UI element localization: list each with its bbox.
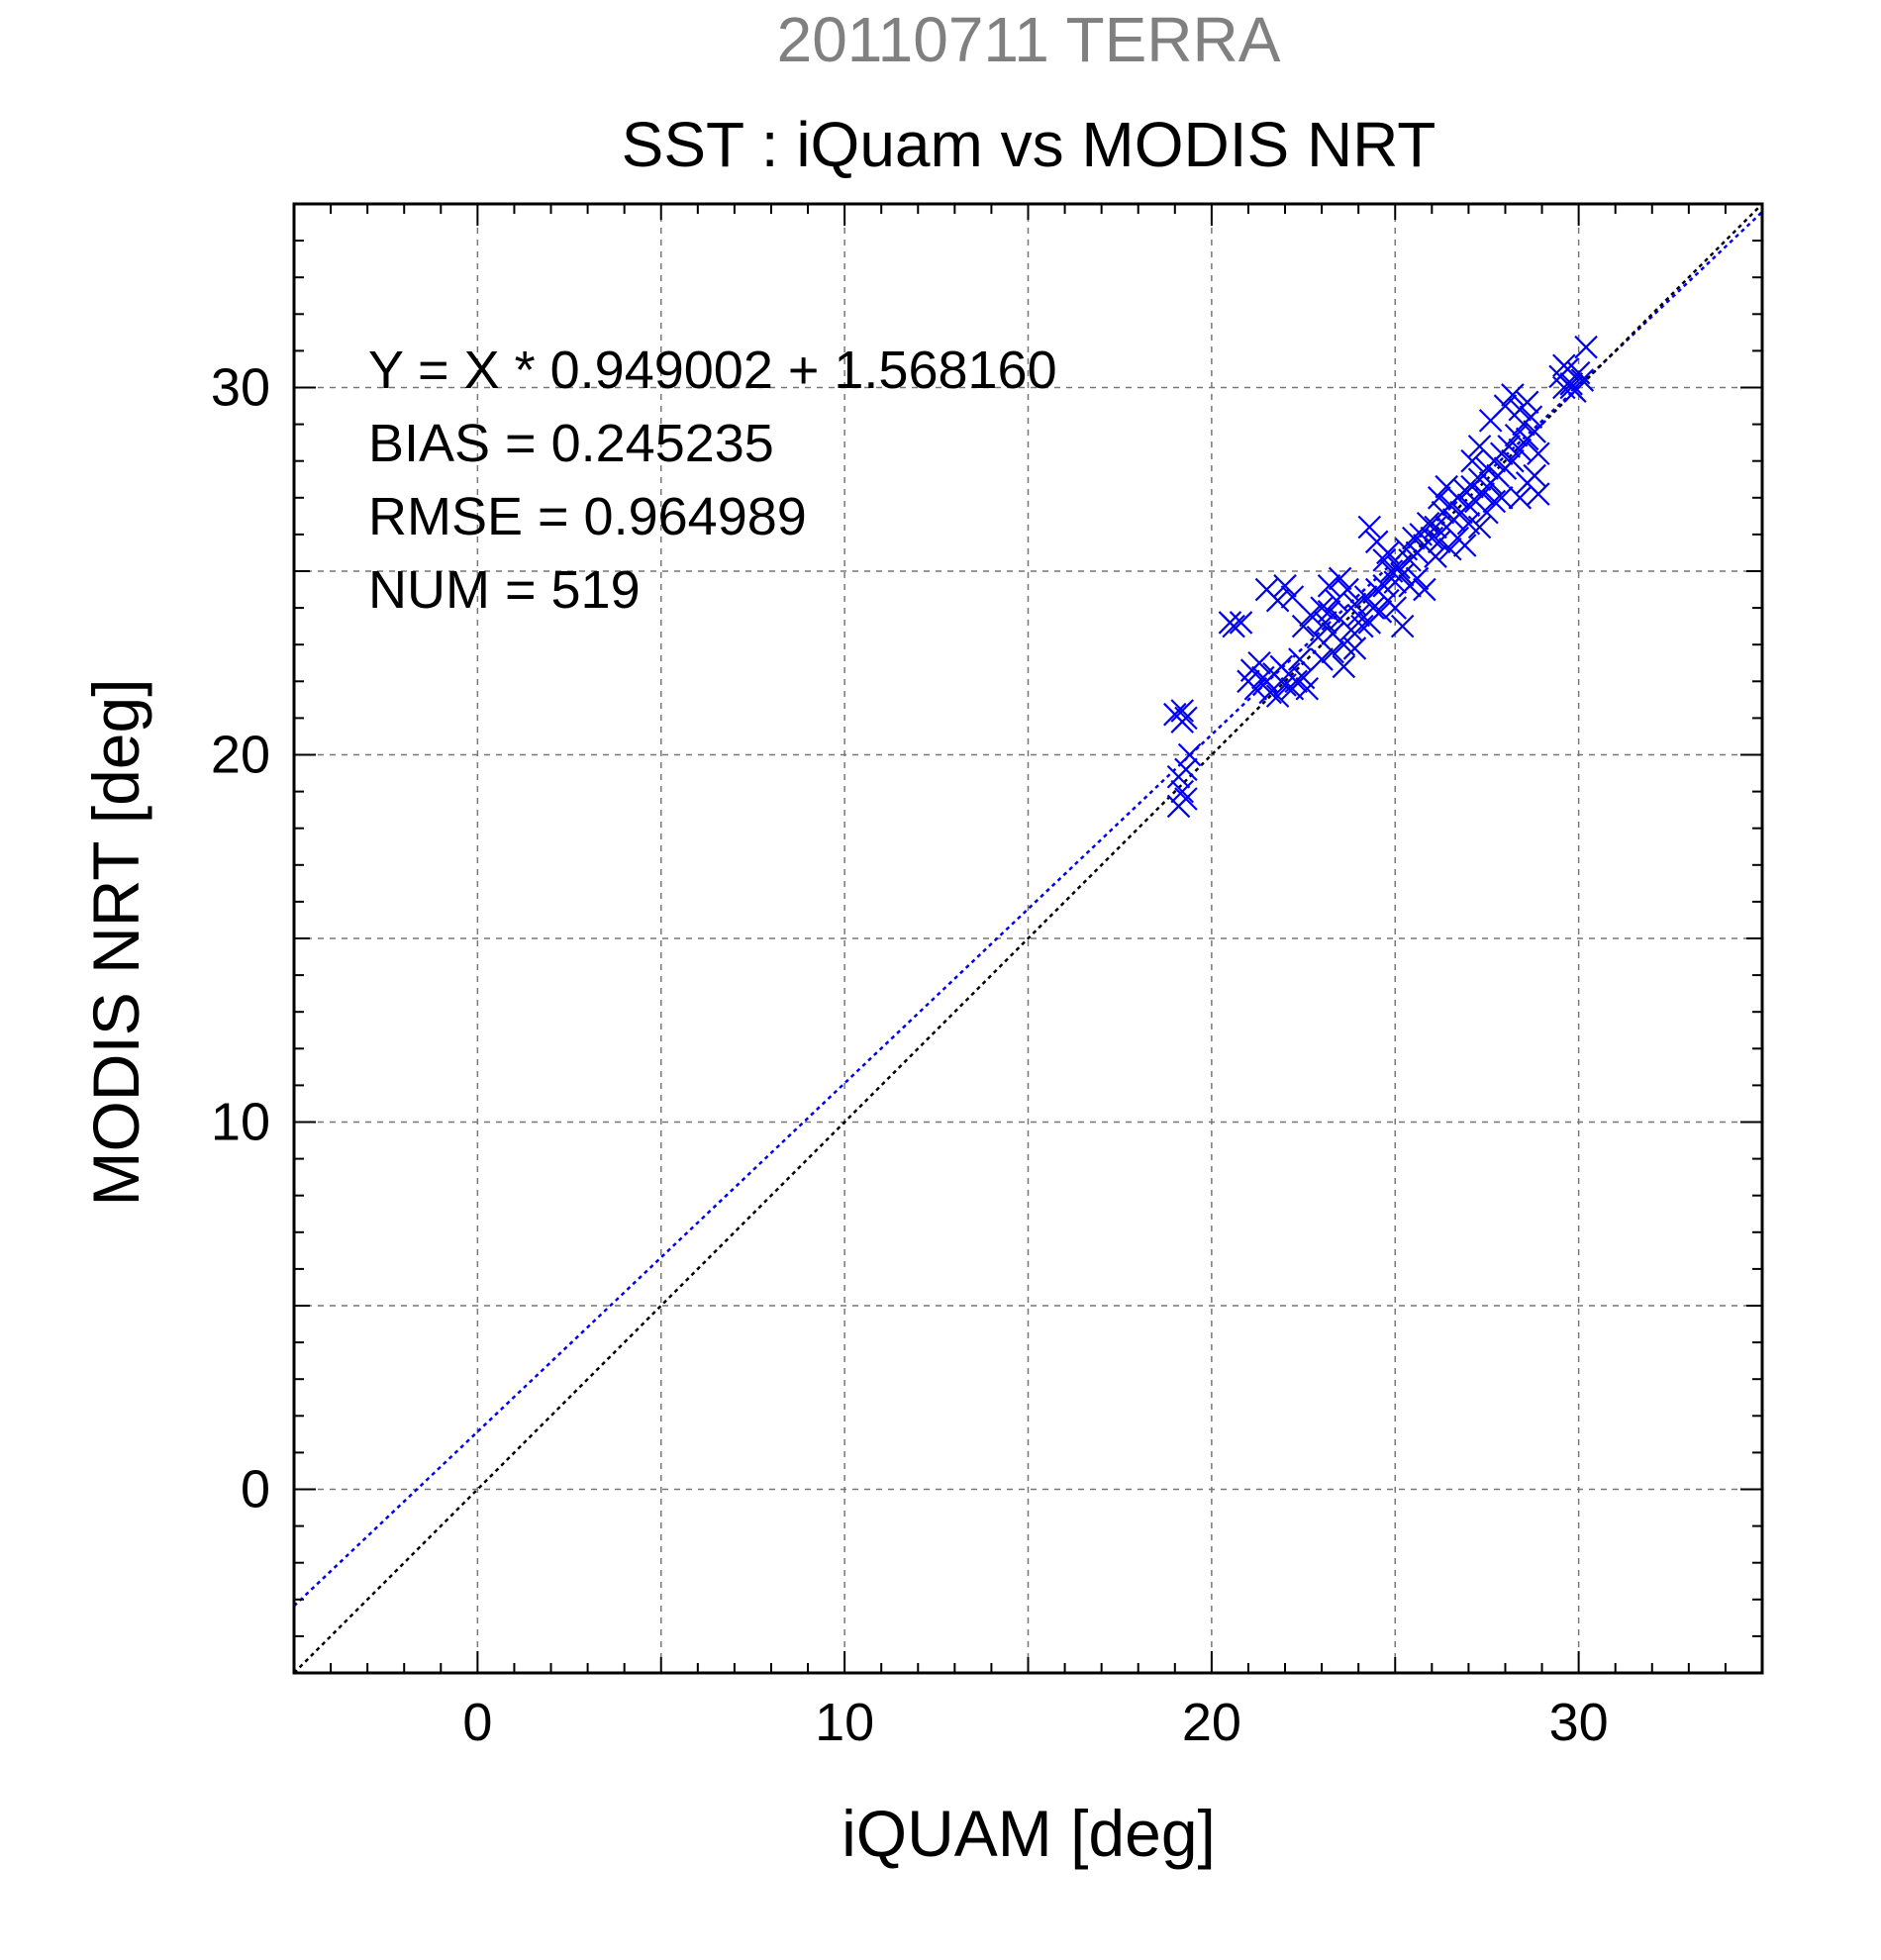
data-point	[1552, 353, 1576, 378]
y-tick-label: 30	[211, 358, 270, 418]
data-point	[1336, 577, 1359, 602]
tick-labels: 0 10 20 30 0 10 20 30	[211, 358, 1609, 1753]
x-tick-label: 20	[1182, 1693, 1241, 1752]
data-point	[1383, 596, 1408, 620]
data-point	[1478, 409, 1503, 433]
data-point	[1317, 600, 1341, 624]
data-point	[1174, 787, 1198, 811]
data-point	[1372, 548, 1396, 572]
reference-lines	[294, 204, 1762, 1673]
data-point	[1515, 471, 1539, 495]
data-point	[1265, 684, 1290, 708]
data-point	[1229, 611, 1253, 635]
data-point	[1508, 486, 1533, 510]
data-point	[1174, 706, 1198, 731]
data-point	[1508, 438, 1533, 462]
data-point	[1280, 585, 1305, 609]
data-point	[1321, 639, 1345, 664]
stats-num: NUM = 519	[368, 560, 641, 620]
data-point	[1174, 757, 1198, 782]
data-point	[1273, 574, 1297, 598]
data-point	[1559, 375, 1583, 400]
data-point	[1467, 515, 1492, 539]
data-point	[1295, 676, 1320, 701]
y-tick-label: 10	[211, 1093, 270, 1152]
stats-rmse: RMSE = 0.964989	[368, 487, 807, 546]
chart-supertitle: 20110711 TERRA	[777, 4, 1281, 75]
data-point	[1427, 486, 1451, 510]
data-point	[1284, 669, 1308, 694]
data-point	[1435, 474, 1458, 499]
data-point	[1243, 676, 1268, 701]
data-point	[1519, 405, 1543, 429]
data-points	[1163, 335, 1598, 819]
data-point	[1222, 614, 1245, 638]
data-point	[1574, 335, 1598, 359]
data-point	[1350, 614, 1374, 638]
chart-title: SST : iQuam vs MODIS NRT	[622, 109, 1436, 180]
data-point	[1566, 360, 1591, 385]
data-point	[1489, 486, 1514, 510]
data-point	[1452, 534, 1477, 557]
data-point	[1390, 562, 1415, 587]
x-tick-label: 0	[462, 1693, 492, 1752]
data-point	[1527, 441, 1550, 466]
data-point	[1501, 448, 1525, 473]
data-point	[1317, 574, 1341, 598]
data-point	[1357, 515, 1382, 539]
data-point	[1247, 650, 1271, 675]
stats-regression: Y = X * 0.949002 + 1.568160	[368, 341, 1057, 400]
fit-line	[294, 211, 1762, 1608]
data-point	[1570, 368, 1595, 392]
one-to-one-line	[294, 204, 1762, 1673]
data-point	[1177, 742, 1202, 767]
data-point	[1438, 537, 1462, 561]
grid-lines	[294, 204, 1762, 1673]
y-axis-label: MODIS NRT [deg]	[79, 678, 152, 1206]
data-point	[1310, 596, 1334, 620]
x-tick-label: 10	[815, 1693, 874, 1752]
data-point	[1460, 448, 1484, 473]
data-point	[1501, 383, 1525, 407]
data-point	[1342, 637, 1367, 660]
data-point	[1456, 493, 1481, 517]
data-point	[1258, 680, 1282, 705]
data-point	[1170, 699, 1194, 723]
data-point	[1376, 540, 1400, 565]
x-axis-label: iQUAM [deg]	[842, 1797, 1216, 1870]
data-point	[1368, 600, 1393, 624]
stats-box: Y = X * 0.949002 + 1.568160 BIAS = 0.245…	[368, 341, 1057, 620]
data-point	[1515, 390, 1539, 415]
data-point	[1265, 588, 1290, 613]
data-point	[1390, 614, 1415, 638]
data-point	[1427, 530, 1451, 554]
plot-frame	[292, 202, 1764, 1675]
data-point	[1413, 577, 1436, 602]
data-point	[1361, 596, 1385, 620]
stats-bias: BIAS = 0.245235	[368, 414, 774, 473]
data-point	[1523, 420, 1546, 443]
data-point	[1405, 566, 1430, 591]
data-point	[1328, 566, 1352, 591]
data-point	[1387, 555, 1411, 580]
data-point	[1299, 603, 1323, 628]
data-point	[1310, 647, 1334, 671]
x-tick-label: 30	[1549, 1693, 1609, 1752]
data-point	[1482, 489, 1507, 514]
data-point	[1288, 647, 1312, 671]
data-point	[1467, 435, 1492, 458]
data-point	[1416, 511, 1440, 536]
data-point	[1471, 482, 1496, 506]
y-tick-label: 20	[211, 726, 270, 785]
data-point	[1424, 515, 1447, 539]
data-point	[1424, 544, 1447, 568]
data-point	[1332, 654, 1356, 679]
data-point	[1170, 779, 1194, 804]
data-point	[1291, 614, 1316, 638]
y-tick-label: 0	[241, 1460, 270, 1519]
